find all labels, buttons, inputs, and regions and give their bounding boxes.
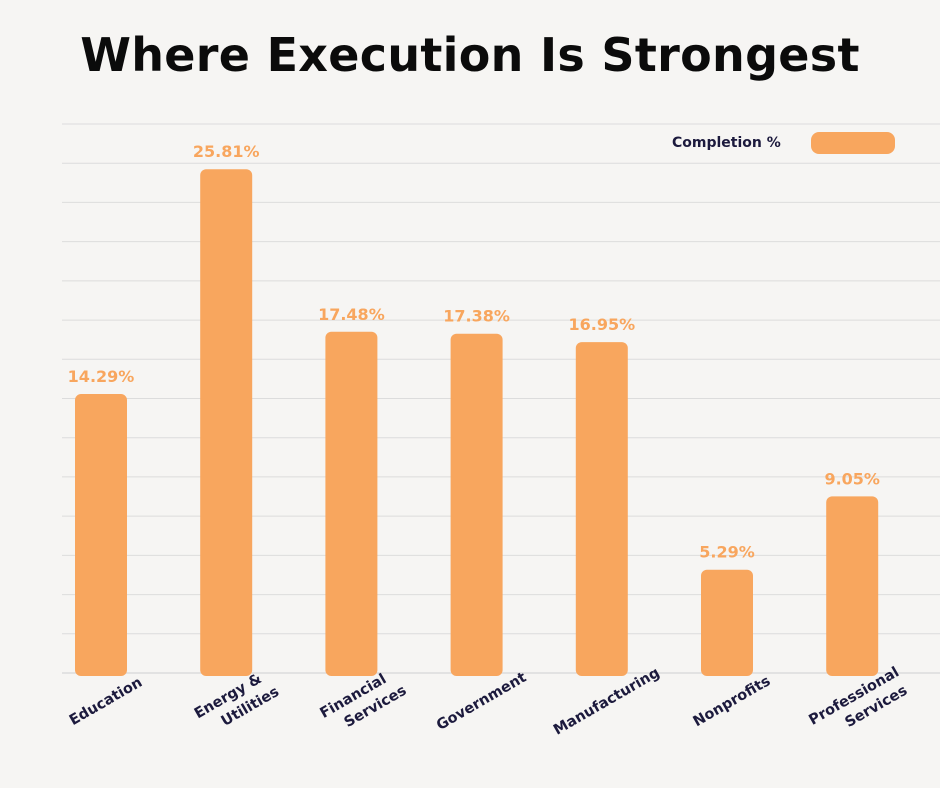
legend: Completion %	[672, 132, 895, 154]
data-label: 5.29%	[699, 543, 755, 562]
data-label: 9.05%	[824, 469, 880, 488]
x-tick-label: Education	[67, 675, 145, 729]
x-tick-label: Energy &Utilities	[192, 667, 282, 740]
bar	[826, 496, 879, 676]
data-label: 25.81%	[193, 142, 260, 161]
data-label: 17.48%	[318, 305, 385, 324]
bar	[200, 169, 253, 677]
x-tick-label: ProfessionalServices	[806, 664, 912, 746]
x-tick-labels: Education Energy &Utilities FinancialServi…	[67, 664, 912, 746]
bar	[75, 394, 127, 676]
bar	[325, 331, 378, 676]
data-labels: 14.29% 25.81% 17.48% 17.38% 16.95% 5.29% 9.05%	[68, 142, 880, 562]
data-label: 14.29%	[68, 367, 135, 386]
chart-title: Where Execution Is Strongest	[80, 28, 860, 82]
bar	[450, 333, 503, 676]
x-tick-label: FinancialServices	[318, 665, 410, 739]
bar	[701, 569, 753, 676]
legend-label: Completion %	[672, 135, 781, 151]
bars	[75, 169, 879, 677]
x-tick-label: Nonprofits	[691, 673, 774, 730]
legend-swatch	[810, 132, 895, 154]
data-label: 17.38%	[443, 307, 510, 326]
x-tick-label: Government	[434, 670, 529, 734]
data-label: 16.95%	[568, 315, 635, 334]
bar	[575, 342, 628, 676]
